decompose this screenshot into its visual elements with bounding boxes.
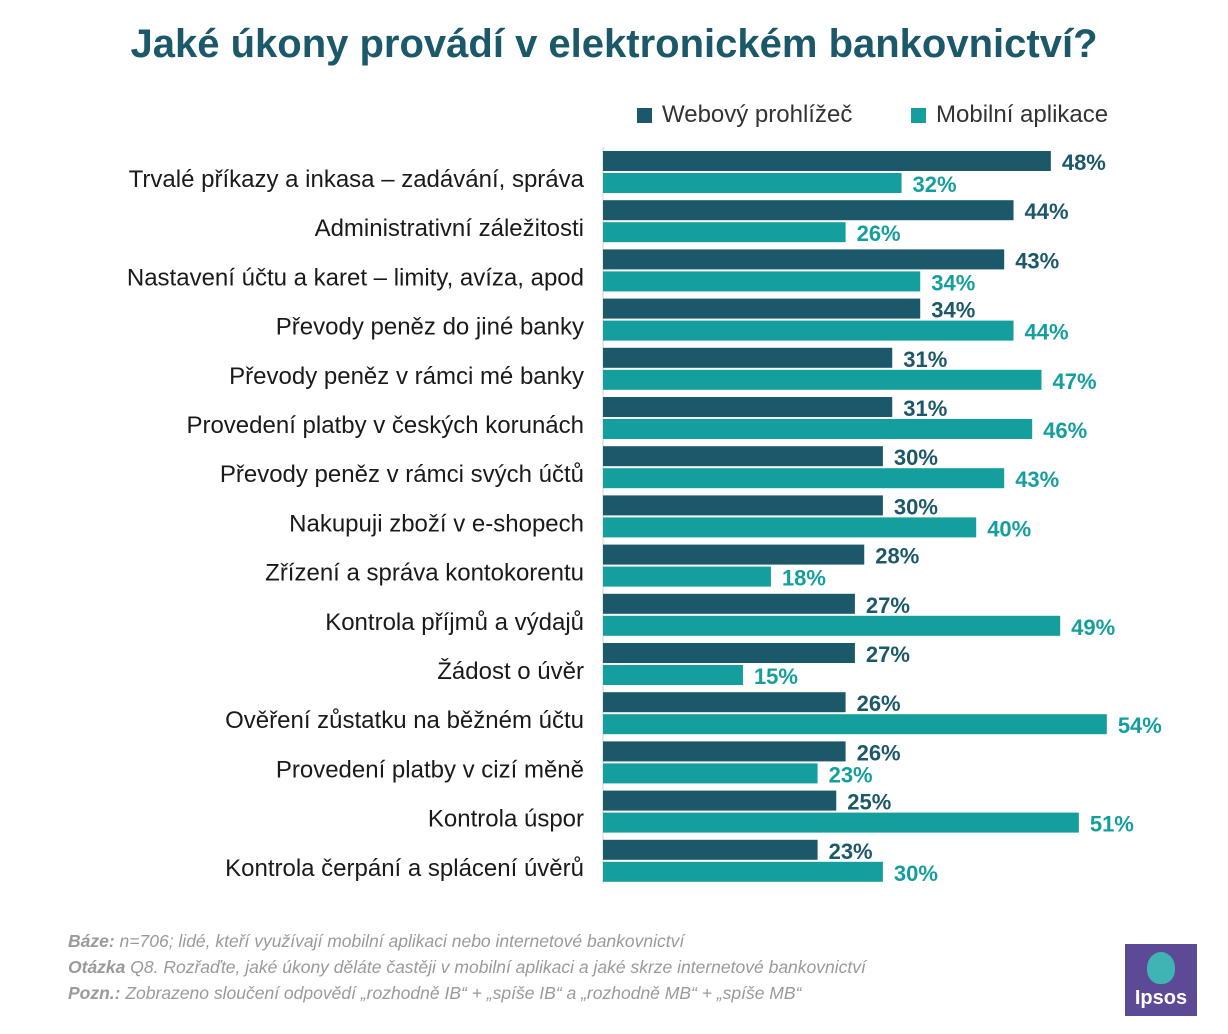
value-label-mobile: 23% — [829, 762, 873, 787]
bar-web — [603, 692, 846, 713]
value-label-mobile: 26% — [857, 221, 901, 246]
note-pozn-text: Zobrazeno sloučení odpovědí „rozhodně IB… — [120, 983, 802, 1003]
legend-mobile: Mobilní aplikace — [911, 100, 1108, 130]
bar-web — [603, 495, 883, 516]
category-label: Kontrola příjmů a výdajů — [325, 609, 584, 636]
value-label-web: 30% — [894, 445, 938, 470]
value-label-mobile: 30% — [894, 861, 938, 886]
bar-mobile — [603, 271, 921, 292]
value-label-web: 34% — [931, 298, 975, 323]
value-label-mobile: 51% — [1090, 812, 1134, 837]
bar-mobile — [603, 566, 771, 587]
value-label-mobile: 18% — [782, 566, 826, 591]
bar-web — [603, 249, 1005, 270]
bar-web — [603, 200, 1014, 221]
note-pozn-label: Pozn.: — [68, 983, 121, 1003]
category-label: Převody peněz v rámci svých účtů — [220, 461, 584, 488]
bar-web — [603, 839, 818, 860]
bar-web — [603, 298, 921, 319]
category-label: Nakupuji zboží v e-shopech — [289, 510, 584, 537]
bar-mobile — [603, 714, 1107, 735]
legend-mobile-swatch — [911, 107, 926, 123]
category-label: Administrativní záležitosti — [315, 215, 584, 242]
value-label-mobile: 15% — [754, 664, 798, 689]
category-label: Kontrola čerpání a splácení úvěrů — [225, 855, 584, 882]
bar-mobile — [603, 615, 1061, 636]
bar-mobile — [603, 320, 1014, 341]
value-label-mobile: 40% — [987, 516, 1031, 541]
category-label: Žádost o úvěr — [437, 658, 584, 685]
value-label-mobile: 34% — [931, 270, 975, 295]
category-label: Převody peněz do jiné banky — [276, 314, 584, 341]
value-label-web: 27% — [866, 593, 910, 618]
bar-web — [603, 643, 855, 663]
ipsos-head-icon — [1147, 952, 1175, 984]
category-label: Provedení platby v českých korunách — [186, 412, 584, 439]
category-label: Trvalé příkazy a inkasa – zadávání, sprá… — [129, 166, 585, 193]
category-label: Provedení platby v cizí měně — [276, 756, 584, 783]
bar-mobile — [603, 468, 1005, 489]
bar-web — [603, 544, 865, 565]
bar-chart: Trvalé příkazy a inkasa – zadávání, sprá… — [127, 147, 1162, 886]
legend-web-label: Webový prohlížeč — [662, 101, 853, 128]
value-label-web: 26% — [857, 740, 901, 765]
value-label-web: 44% — [1025, 199, 1069, 224]
bar-web — [603, 446, 883, 467]
value-label-mobile: 43% — [1015, 467, 1059, 492]
bar-mobile — [603, 222, 846, 243]
bar-mobile — [603, 517, 977, 538]
category-label: Kontrola úspor — [428, 806, 584, 833]
chart-title: Jaké úkony provádí v elektronickém banko… — [130, 22, 1098, 66]
value-label-web: 48% — [1062, 150, 1106, 175]
value-label-web: 27% — [866, 642, 910, 667]
note-otazka: Otázka Q8. Rozřaďte, jaké úkony děláte č… — [68, 954, 866, 980]
bar-web — [603, 151, 1051, 171]
value-label-web: 31% — [903, 396, 947, 421]
bar-mobile — [603, 665, 743, 685]
value-label-mobile: 47% — [1053, 369, 1097, 394]
bar-mobile — [603, 812, 1079, 833]
value-label-web: 23% — [829, 839, 873, 864]
bar-web — [603, 593, 855, 614]
value-label-web: 30% — [894, 494, 938, 519]
value-label-mobile: 46% — [1043, 418, 1087, 443]
category-label: Ověření zůstatku na běžném účtu — [225, 707, 584, 734]
bar-mobile — [603, 369, 1042, 390]
value-label-mobile: 44% — [1025, 320, 1069, 345]
value-label-web: 31% — [903, 347, 947, 372]
ipsos-logo: Ipsos — [1125, 944, 1197, 1016]
note-otazka-label: Otázka — [68, 957, 126, 977]
bar-web — [603, 741, 846, 762]
legend-mobile-label: Mobilní aplikace — [936, 101, 1109, 128]
ipsos-wordmark: Ipsos — [1134, 987, 1188, 1009]
note-otazka-text: Q8. Rozřaďte, jaké úkony děláte častěji … — [125, 957, 866, 977]
note-pozn: Pozn.: Zobrazeno sloučení odpovědí „rozh… — [68, 980, 866, 1006]
bar-web — [603, 397, 893, 417]
value-label-web: 26% — [857, 691, 901, 716]
bar-web — [603, 347, 893, 368]
legend-web: Webový prohlížeč — [637, 100, 852, 130]
value-label-mobile: 54% — [1118, 713, 1162, 738]
category-label: Převody peněz v rámci mé banky — [229, 363, 584, 390]
footnotes: Báze: n=706; lidé, kteří využívají mobil… — [68, 928, 866, 1006]
note-baze-label: Báze: — [68, 931, 115, 951]
note-baze-text: n=706; lidé, kteří využívají mobilní apl… — [114, 931, 685, 951]
legend-web-swatch — [637, 107, 652, 123]
bar-mobile — [603, 419, 1033, 439]
bar-web — [603, 790, 837, 811]
bar-mobile — [603, 861, 883, 882]
bar-mobile — [603, 763, 818, 784]
value-label-mobile: 49% — [1071, 615, 1115, 640]
bar-mobile — [603, 173, 902, 193]
value-label-web: 28% — [875, 544, 919, 569]
value-label-web: 43% — [1015, 248, 1059, 273]
value-label-mobile: 32% — [913, 172, 957, 197]
category-label: Nastavení účtu a karet – limity, avíza, … — [127, 264, 584, 291]
value-label-web: 25% — [847, 790, 891, 815]
note-baze: Báze: n=706; lidé, kteří využívají mobil… — [68, 928, 866, 954]
category-label: Zřízení a správa kontokorentu — [265, 560, 584, 587]
